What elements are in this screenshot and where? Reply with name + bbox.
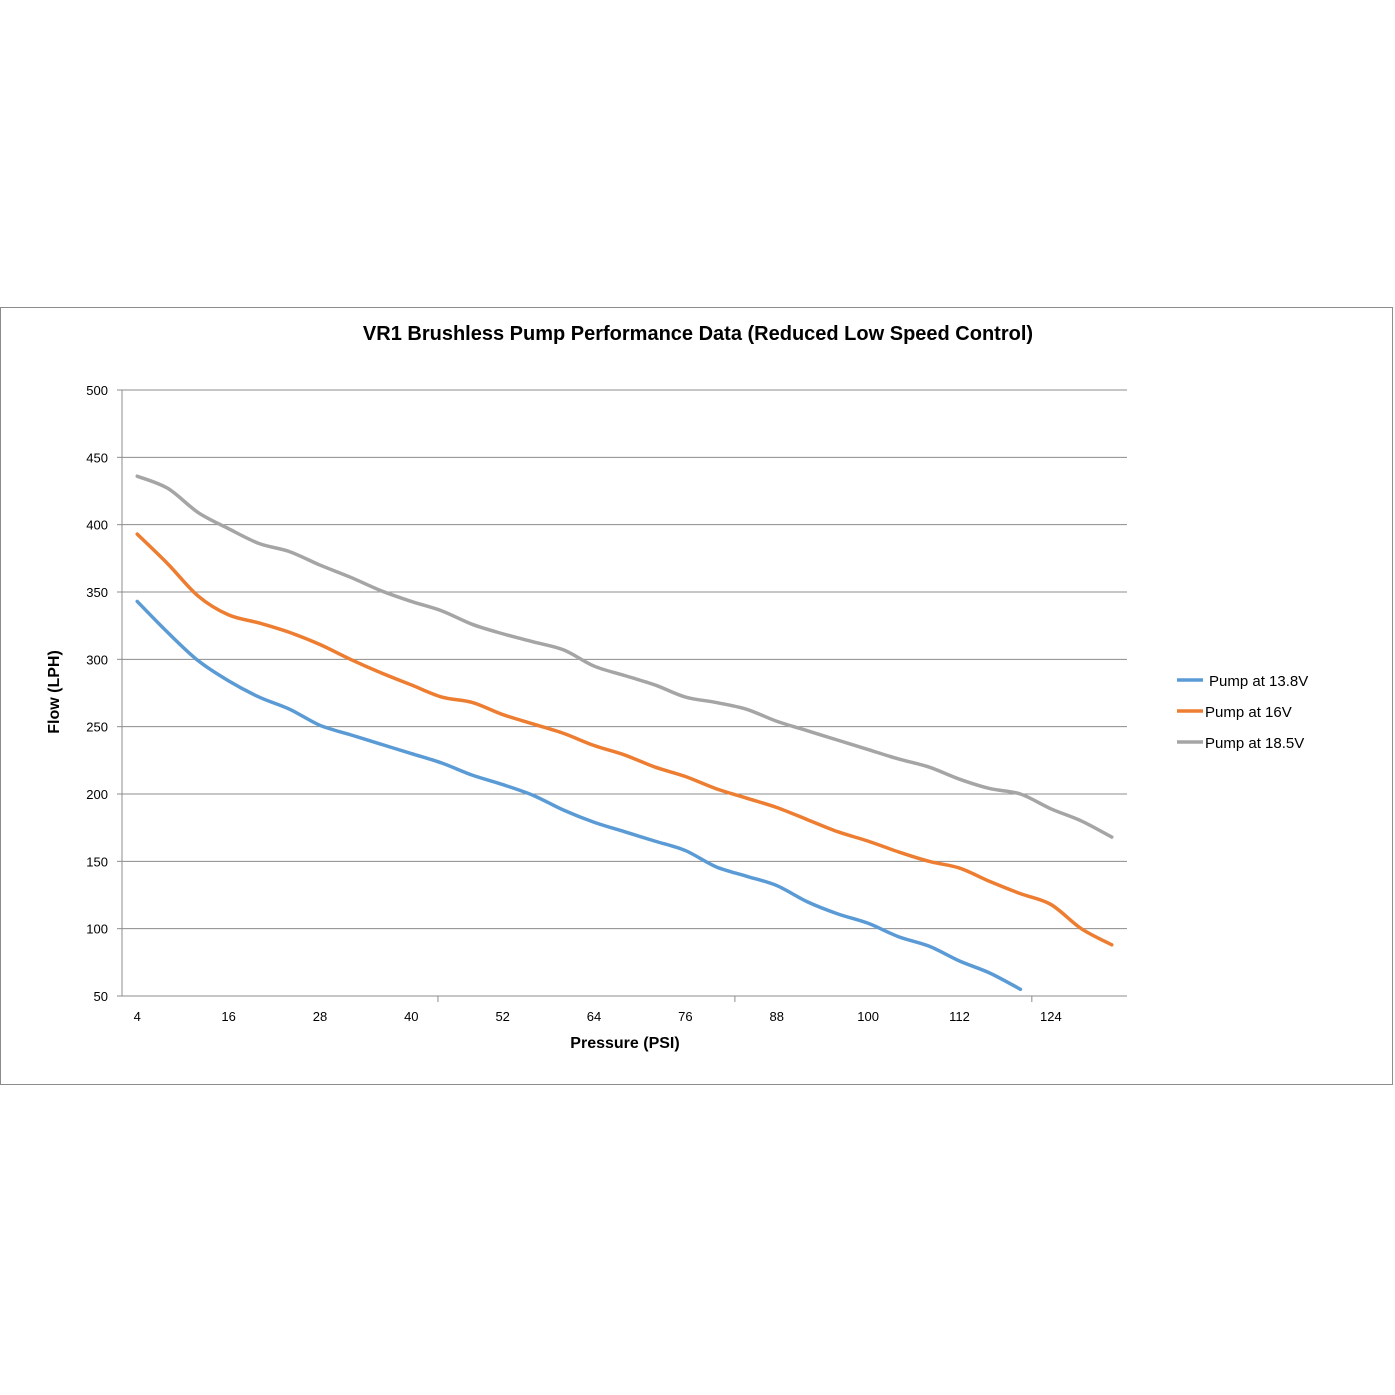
x-tick-label: 28: [313, 1009, 327, 1024]
series-layer: [135, 474, 1114, 992]
series-line-3: [135, 474, 1114, 839]
y-tick-label: 150: [86, 854, 108, 869]
chart-svg: VR1 Brushless Pump Performance Data (Red…: [46, 323, 1308, 1052]
legend-entry-2: Pump at 16V: [1177, 704, 1292, 721]
legend-label: Pump at 18.5V: [1205, 735, 1304, 752]
y-tick-label: 200: [86, 787, 108, 802]
x-tick-label: 100: [857, 1009, 879, 1024]
x-tick-label: 88: [770, 1009, 784, 1024]
grid-layer: [122, 389, 1127, 997]
y-tick-label: 300: [86, 652, 108, 667]
y-tick-label: 50: [94, 989, 108, 1004]
y-tick-label: 350: [86, 585, 108, 600]
y-tick-label: 450: [86, 450, 108, 465]
y-tick-label: 400: [86, 518, 108, 533]
legend-label: Pump at 13.8V: [1209, 673, 1308, 690]
x-tick-label: 16: [221, 1009, 235, 1024]
x-tick-label: 52: [495, 1009, 509, 1024]
legend-entry-3: Pump at 18.5V: [1177, 735, 1304, 752]
legend-entry-1: Pump at 13.8V: [1177, 673, 1308, 690]
x-tick-label: 64: [587, 1009, 601, 1024]
chart-title: VR1 Brushless Pump Performance Data (Red…: [363, 323, 1033, 345]
y-axis-title: Flow (LPH): [46, 650, 63, 734]
y-tick-label: 500: [86, 383, 108, 398]
series-line-1: [135, 599, 1023, 992]
x-axis-title: Pressure (PSI): [570, 1035, 679, 1052]
x-tick-label: 112: [949, 1009, 970, 1024]
x-tick-label: 76: [678, 1009, 692, 1024]
chart-frame: VR1 Brushless Pump Performance Data (Red…: [0, 307, 1393, 1085]
legend: Pump at 13.8V Pump at 16V Pump at 18.5V: [1177, 673, 1308, 752]
x-tick-label: 4: [134, 1009, 141, 1024]
legend-label: Pump at 16V: [1205, 704, 1292, 721]
x-tick-label: 124: [1040, 1009, 1062, 1024]
series-line-2: [135, 532, 1114, 947]
x-tick-label: 40: [404, 1009, 418, 1024]
y-tick-label: 250: [86, 720, 108, 735]
axis-layer: 50 100 150 200 250 300 350 400 450 500 4 16 28 40 52 64…: [86, 383, 1127, 1024]
y-tick-label: 100: [86, 922, 108, 937]
